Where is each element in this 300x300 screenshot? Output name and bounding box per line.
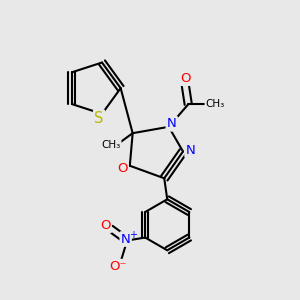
Text: S: S xyxy=(94,111,104,126)
Text: N: N xyxy=(121,232,130,245)
Text: O⁻: O⁻ xyxy=(110,260,127,273)
Text: N: N xyxy=(167,117,177,130)
Text: CH₃: CH₃ xyxy=(101,140,120,150)
Text: CH₃: CH₃ xyxy=(206,99,225,109)
Text: O: O xyxy=(117,162,128,175)
Text: O: O xyxy=(180,72,190,85)
Text: O: O xyxy=(100,219,110,232)
Text: +: + xyxy=(129,230,136,240)
Text: N: N xyxy=(186,143,195,157)
